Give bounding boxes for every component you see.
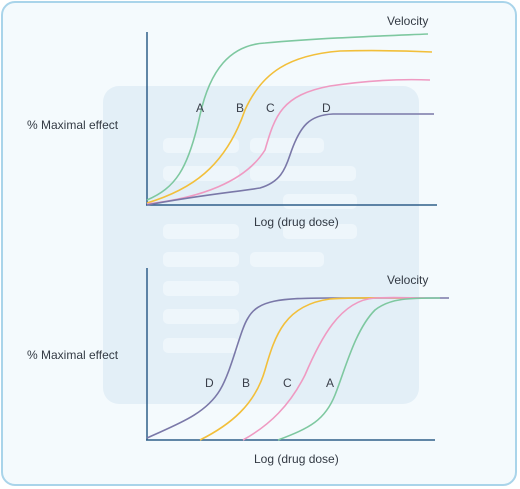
top-chart: Velocity % Maximal effect Log (drug dose… [27, 14, 437, 229]
bottom-x-axis-label: Log (drug dose) [254, 452, 339, 466]
watermark-bar [283, 224, 357, 239]
top-curve-a [146, 33, 429, 201]
bottom-curve-a [277, 297, 441, 441]
watermark-bar [163, 224, 239, 239]
top-curve-label-d: D [322, 101, 331, 115]
watermark-bar [163, 138, 239, 153]
bottom-velocity-label: Velocity [387, 273, 428, 287]
bottom-curve-label-b: B [242, 376, 250, 390]
top-x-axis-label: Log (drug dose) [254, 215, 339, 229]
watermark-bar [163, 309, 239, 324]
top-curve-c [146, 78, 431, 205]
top-curve-label-c: C [266, 101, 275, 115]
bottom-curve-label-a: A [326, 376, 334, 390]
top-velocity-label: Velocity [387, 14, 428, 28]
top-curve-d [146, 113, 434, 206]
watermark [103, 86, 419, 404]
watermark-bar [250, 166, 356, 181]
watermark-panel [103, 86, 419, 404]
top-y-axis-label: % Maximal effect [27, 118, 119, 132]
top-curve-label-a: A [196, 101, 204, 115]
bottom-curve-label-d: D [205, 376, 214, 390]
bottom-curve-b [199, 296, 411, 441]
bottom-curve-label-c: C [283, 376, 292, 390]
watermark-bar [163, 338, 239, 353]
bottom-y-axis-label: % Maximal effect [27, 348, 119, 362]
watermark-bar [250, 138, 324, 153]
bottom-chart: Velocity % Maximal effect Log (drug dose… [27, 268, 449, 466]
watermark-bar [283, 194, 357, 209]
watermark-bar [250, 252, 324, 267]
bottom-curve-c [242, 296, 426, 441]
watermark-bar [163, 281, 239, 296]
watermark-bar [163, 166, 239, 181]
top-curve-label-b: B [236, 101, 244, 115]
top-curve-b [146, 49, 433, 204]
watermark-bar [163, 252, 239, 267]
